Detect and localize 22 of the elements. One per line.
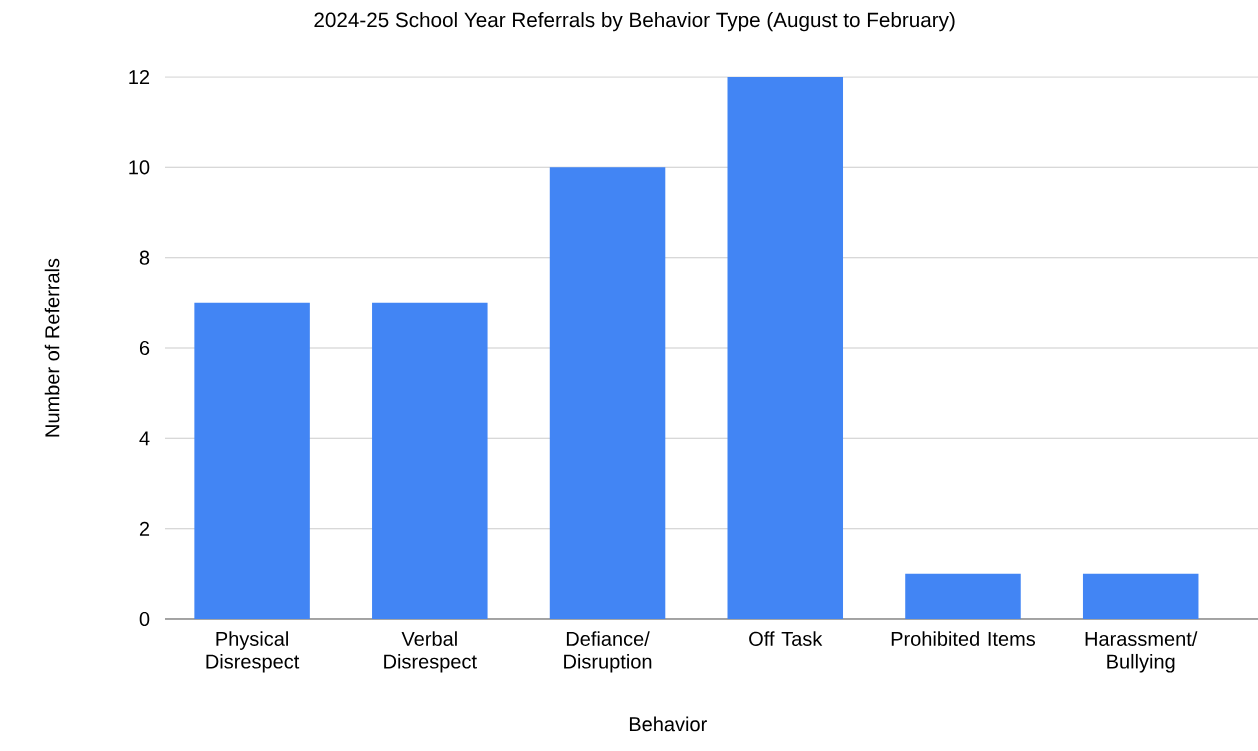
bar [194, 302, 310, 619]
x-tick-label: Verbal Disrespect [384, 631, 477, 673]
y-tick-label: 12 [129, 70, 150, 84]
x-tick-label: Defiance/ Disruption [564, 631, 652, 673]
y-tick-label: 8 [139, 250, 150, 265]
x-axis-title: Behavior [629, 716, 707, 732]
y-tick-label: 10 [129, 160, 150, 175]
y-tick-label: 2 [139, 521, 150, 536]
x-tick-label: Harassment/ Bullying [1085, 631, 1198, 673]
y-tick-label: 4 [139, 431, 150, 446]
y-tick-label: 0 [139, 611, 150, 627]
bar [727, 77, 844, 619]
y-tick-label: 6 [139, 340, 150, 356]
bar [905, 573, 1021, 619]
bar [1082, 573, 1199, 619]
bar [372, 302, 488, 619]
y-axis-title: Number of Referrals [44, 258, 60, 437]
bar [549, 167, 666, 619]
chart-title: 2024-25 School Year Referrals by Behavior Type (August to February) [314, 12, 955, 32]
x-tick-label: Physical Disrespect [206, 631, 300, 673]
x-tick-label: Off Task [749, 631, 823, 646]
x-tick-label: Prohibited Items [891, 631, 1036, 646]
